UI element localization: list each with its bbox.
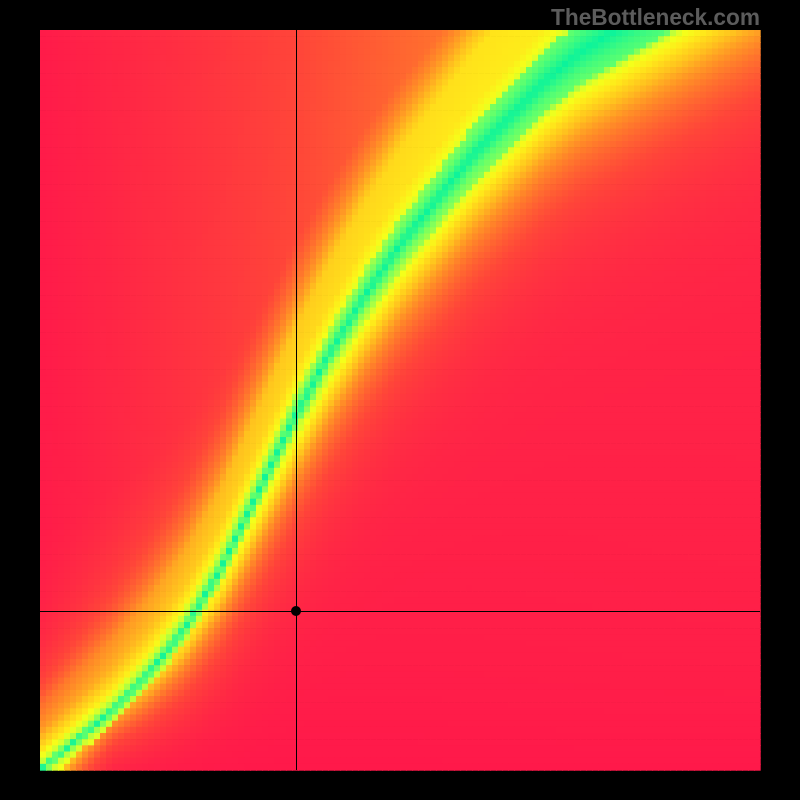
chart-container: TheBottleneck.com <box>0 0 800 800</box>
bottleneck-heatmap <box>0 0 800 800</box>
